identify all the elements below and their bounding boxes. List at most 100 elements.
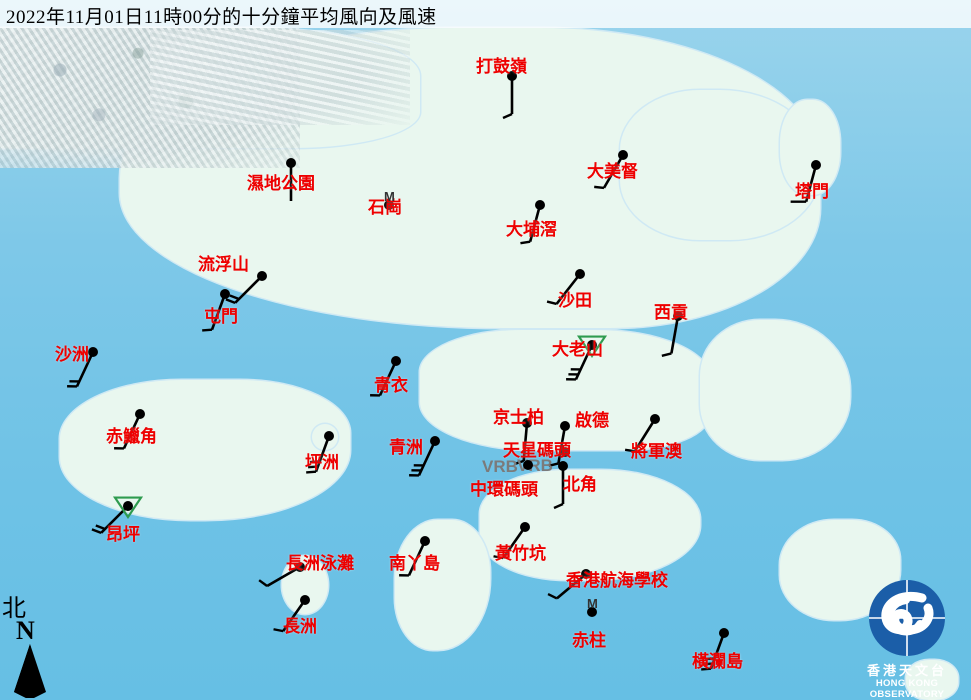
hko-logo-label-en: HONG KONG OBSERVATORY (869, 678, 945, 700)
station-label: 大埔滘 (506, 220, 557, 239)
missing-data-mark: M (587, 596, 598, 611)
station-dot (650, 414, 660, 424)
station-dot (587, 607, 597, 617)
hko-logo: 香港天文台 HONG KONG OBSERVATORY (848, 578, 966, 700)
wind-barb-icon (258, 565, 301, 588)
missing-data-mark: M (384, 189, 395, 204)
station-dot (575, 269, 585, 279)
wind-barb-icon (594, 154, 625, 190)
station-dot (535, 200, 545, 210)
wind-barb-icon (202, 293, 227, 332)
station-label: 西貢 (654, 303, 688, 322)
wind-barb-icon (289, 163, 293, 201)
hko-emblem-icon (869, 580, 945, 656)
station-label: 長洲泳灘 (286, 554, 354, 573)
station-dot (618, 150, 628, 160)
station-label: 昂坪 (106, 525, 140, 544)
station-label: 屯門 (204, 307, 238, 326)
station-dot (581, 569, 591, 579)
station-label: 北角 (563, 475, 597, 494)
landmass-po-toi (906, 660, 958, 700)
station-dot (384, 200, 394, 210)
station-dot (673, 311, 683, 321)
landmass-lamma (395, 520, 490, 650)
wind-barb-icon (502, 76, 514, 120)
station-label: 長洲 (283, 617, 317, 636)
station-label: 將軍澳 (631, 442, 682, 461)
wind-barb-icon (67, 351, 95, 388)
station-label: 赤柱 (572, 631, 606, 650)
station-label: 天星碼頭 (503, 441, 571, 460)
station-label: 中環碼頭 (470, 480, 538, 499)
wind-barb-icon (114, 413, 142, 450)
station-label: 啟德 (575, 411, 609, 430)
station-label: 打鼓嶺 (476, 57, 527, 76)
landmass-lantau (60, 380, 350, 520)
compass-rose: 北 N (2, 588, 72, 698)
page-title: 2022年11月01日11時00分的十分鐘平均風向及風速 (6, 7, 437, 28)
station-label: 橫瀾島 (692, 652, 743, 671)
station-label: 黃竹坑 (495, 544, 546, 563)
landmass-tap-mun (780, 100, 840, 195)
station-dot (520, 522, 530, 532)
landmass-sai-kung-islands (700, 320, 850, 460)
wind-barb-icon (553, 466, 565, 510)
station-label: 南丫島 (389, 554, 440, 573)
station-dot (286, 158, 296, 168)
wind-barb-icon (790, 164, 818, 203)
station-dot (587, 340, 597, 350)
station-label: 塔門 (795, 182, 829, 201)
wind-barb-icon (225, 275, 263, 304)
wind-barb-icon (513, 422, 529, 466)
gust-triangle-icon (112, 496, 144, 520)
station-label: 坪洲 (305, 453, 339, 472)
wind-barb-icon (624, 418, 657, 453)
wind-barb-icon (520, 204, 542, 245)
variable-wind-mark: VRB (482, 457, 518, 476)
wind-barb-icon (701, 632, 726, 671)
landmass-hk-island (480, 470, 700, 580)
station-dot (257, 271, 267, 281)
wind-barb-icon (546, 273, 582, 306)
wind-barb-icon (547, 573, 587, 600)
gust-triangle-icon (576, 335, 608, 359)
station-dot (719, 628, 729, 638)
station-dot (123, 501, 133, 511)
station-dot (295, 562, 305, 572)
satellite-imagery-overlay-secondary (150, 30, 410, 125)
wind-barb-icon (661, 315, 680, 357)
title-bar: 2022年11月01日11時00分的十分鐘平均風向及風速 (0, 0, 971, 28)
station-dot (88, 347, 98, 357)
station-label: 青衣 (374, 376, 408, 395)
station-dot (558, 461, 568, 471)
wind-barb-icon (273, 599, 307, 633)
station-dot (522, 418, 532, 428)
station-dot (560, 447, 570, 457)
wind-barb-icon (399, 540, 427, 577)
station-label: 京士柏 (493, 408, 544, 427)
station-dot (220, 289, 230, 299)
station-dot (430, 436, 440, 446)
wind-barb-icon (493, 526, 527, 560)
station-dot (135, 409, 145, 419)
station-dot (811, 160, 821, 170)
station-label: 流浮山 (198, 255, 249, 274)
station-label: 大美督 (587, 162, 638, 181)
wind-barb-icon (409, 440, 437, 477)
station-dot (300, 595, 310, 605)
station-dot (523, 460, 533, 470)
station-label: 沙田 (558, 291, 592, 310)
compass-label-en: N (16, 616, 35, 645)
station-dot (507, 71, 517, 81)
station-label: 沙洲 (55, 345, 89, 364)
station-dot (420, 536, 430, 546)
station-label: 香港航海學校 (566, 571, 668, 590)
station-dot (560, 421, 570, 431)
station-dot (391, 356, 401, 366)
station-label: 赤鱲角 (106, 427, 157, 446)
compass-label-cn: 北 (2, 596, 26, 622)
wind-barb-icon (306, 435, 331, 474)
north-arrow-icon (14, 644, 46, 698)
station-label: 青洲 (389, 438, 423, 457)
